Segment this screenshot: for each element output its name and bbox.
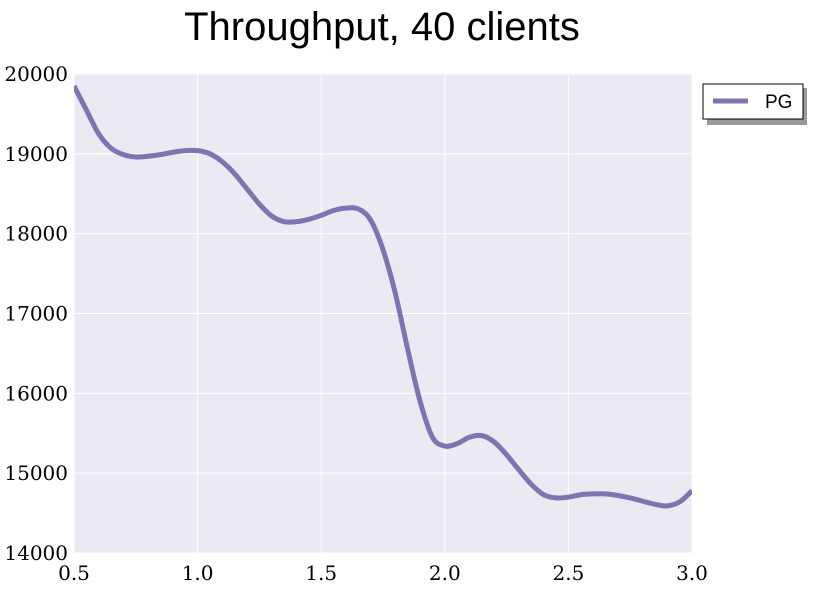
x-tick-label: 3.0 <box>676 561 708 585</box>
y-tick-label: 17000 <box>4 302 68 326</box>
grid-lines <box>73 73 693 554</box>
legend-label-pg: PG <box>765 92 792 113</box>
x-tick-label: 2.5 <box>552 561 584 585</box>
y-tick-label: 16000 <box>4 381 68 405</box>
y-tick-label: 19000 <box>4 142 68 166</box>
chart-title: Throughput, 40 clients <box>184 5 580 49</box>
x-tick-label: 2.0 <box>429 561 461 585</box>
x-tick-label: 0.5 <box>58 561 90 585</box>
x-tick-label: 1.5 <box>305 561 337 585</box>
y-tick-label: 18000 <box>4 222 68 246</box>
legend: PG <box>702 83 807 125</box>
y-axis-ticks: 14000 15000 16000 17000 18000 19000 20000 <box>4 62 68 565</box>
series-line-pg <box>74 84 692 509</box>
y-tick-label: 20000 <box>4 62 68 86</box>
y-tick-label: 15000 <box>4 461 68 485</box>
x-axis-ticks: 0.5 1.0 1.5 2.0 2.5 3.0 <box>58 561 708 585</box>
series-layer <box>74 84 692 509</box>
y-tick-label: 14000 <box>4 541 68 565</box>
x-tick-label: 1.0 <box>182 561 214 585</box>
